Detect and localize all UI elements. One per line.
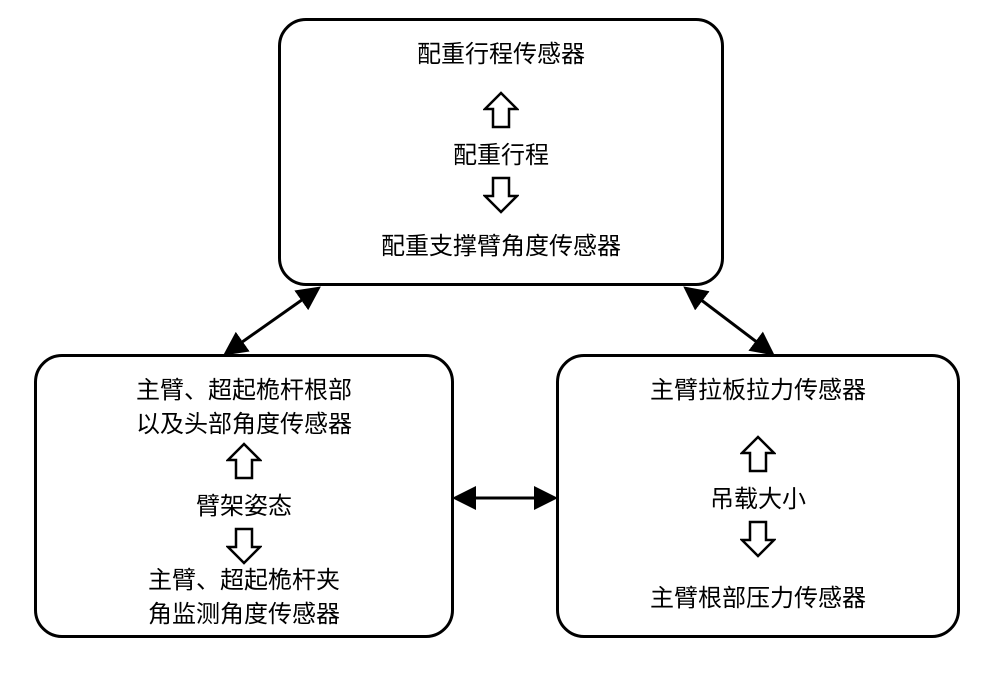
arrow-down-icon (740, 520, 776, 558)
right-box-lower-label: 主臂根部压力传感器 (650, 583, 866, 617)
right-box-upper-label: 主臂拉板拉力传感器 (650, 375, 866, 409)
left-box-lower-label: 主臂、超起桅杆夹 角监测角度传感器 (148, 565, 340, 632)
top-box-lower-label: 配重支撑臂角度传感器 (381, 231, 621, 265)
box-right: 主臂拉板拉力传感器 吊载大小 主臂根部压力传感器 (556, 354, 960, 638)
arrow-down-icon (483, 176, 519, 214)
top-box-center-label: 配重行程 (453, 135, 549, 170)
arrow-up-icon (483, 91, 519, 129)
left-box-upper-label-line1: 主臂、超起桅杆根部 (136, 378, 352, 404)
box-left: 主臂、超起桅杆根部 以及头部角度传感器 臂架姿态 主臂、超起桅杆夹 角监测角度传… (34, 354, 454, 638)
connector-top-left (228, 290, 316, 352)
left-box-center-label: 臂架姿态 (196, 486, 292, 521)
top-box-upper-label: 配重行程传感器 (417, 39, 585, 73)
left-box-upper-label: 主臂、超起桅杆根部 以及头部角度传感器 (136, 375, 352, 442)
left-box-lower-label-line1: 主臂、超起桅杆夹 (148, 568, 340, 594)
left-box-lower-label-line2: 角监测角度传感器 (148, 602, 340, 628)
top-box-arrow-group: 配重行程 (453, 91, 549, 214)
left-box-upper-label-line2: 以及头部角度传感器 (136, 412, 352, 438)
arrow-up-icon (226, 442, 262, 480)
left-box-arrow-group: 臂架姿态 (196, 442, 292, 565)
arrow-up-icon (740, 435, 776, 473)
connector-top-right (688, 290, 770, 352)
right-box-arrow-group: 吊载大小 (710, 435, 806, 558)
arrow-down-icon (226, 527, 262, 565)
box-top: 配重行程传感器 配重行程 配重支撑臂角度传感器 (278, 18, 724, 286)
right-box-center-label: 吊载大小 (710, 479, 806, 514)
